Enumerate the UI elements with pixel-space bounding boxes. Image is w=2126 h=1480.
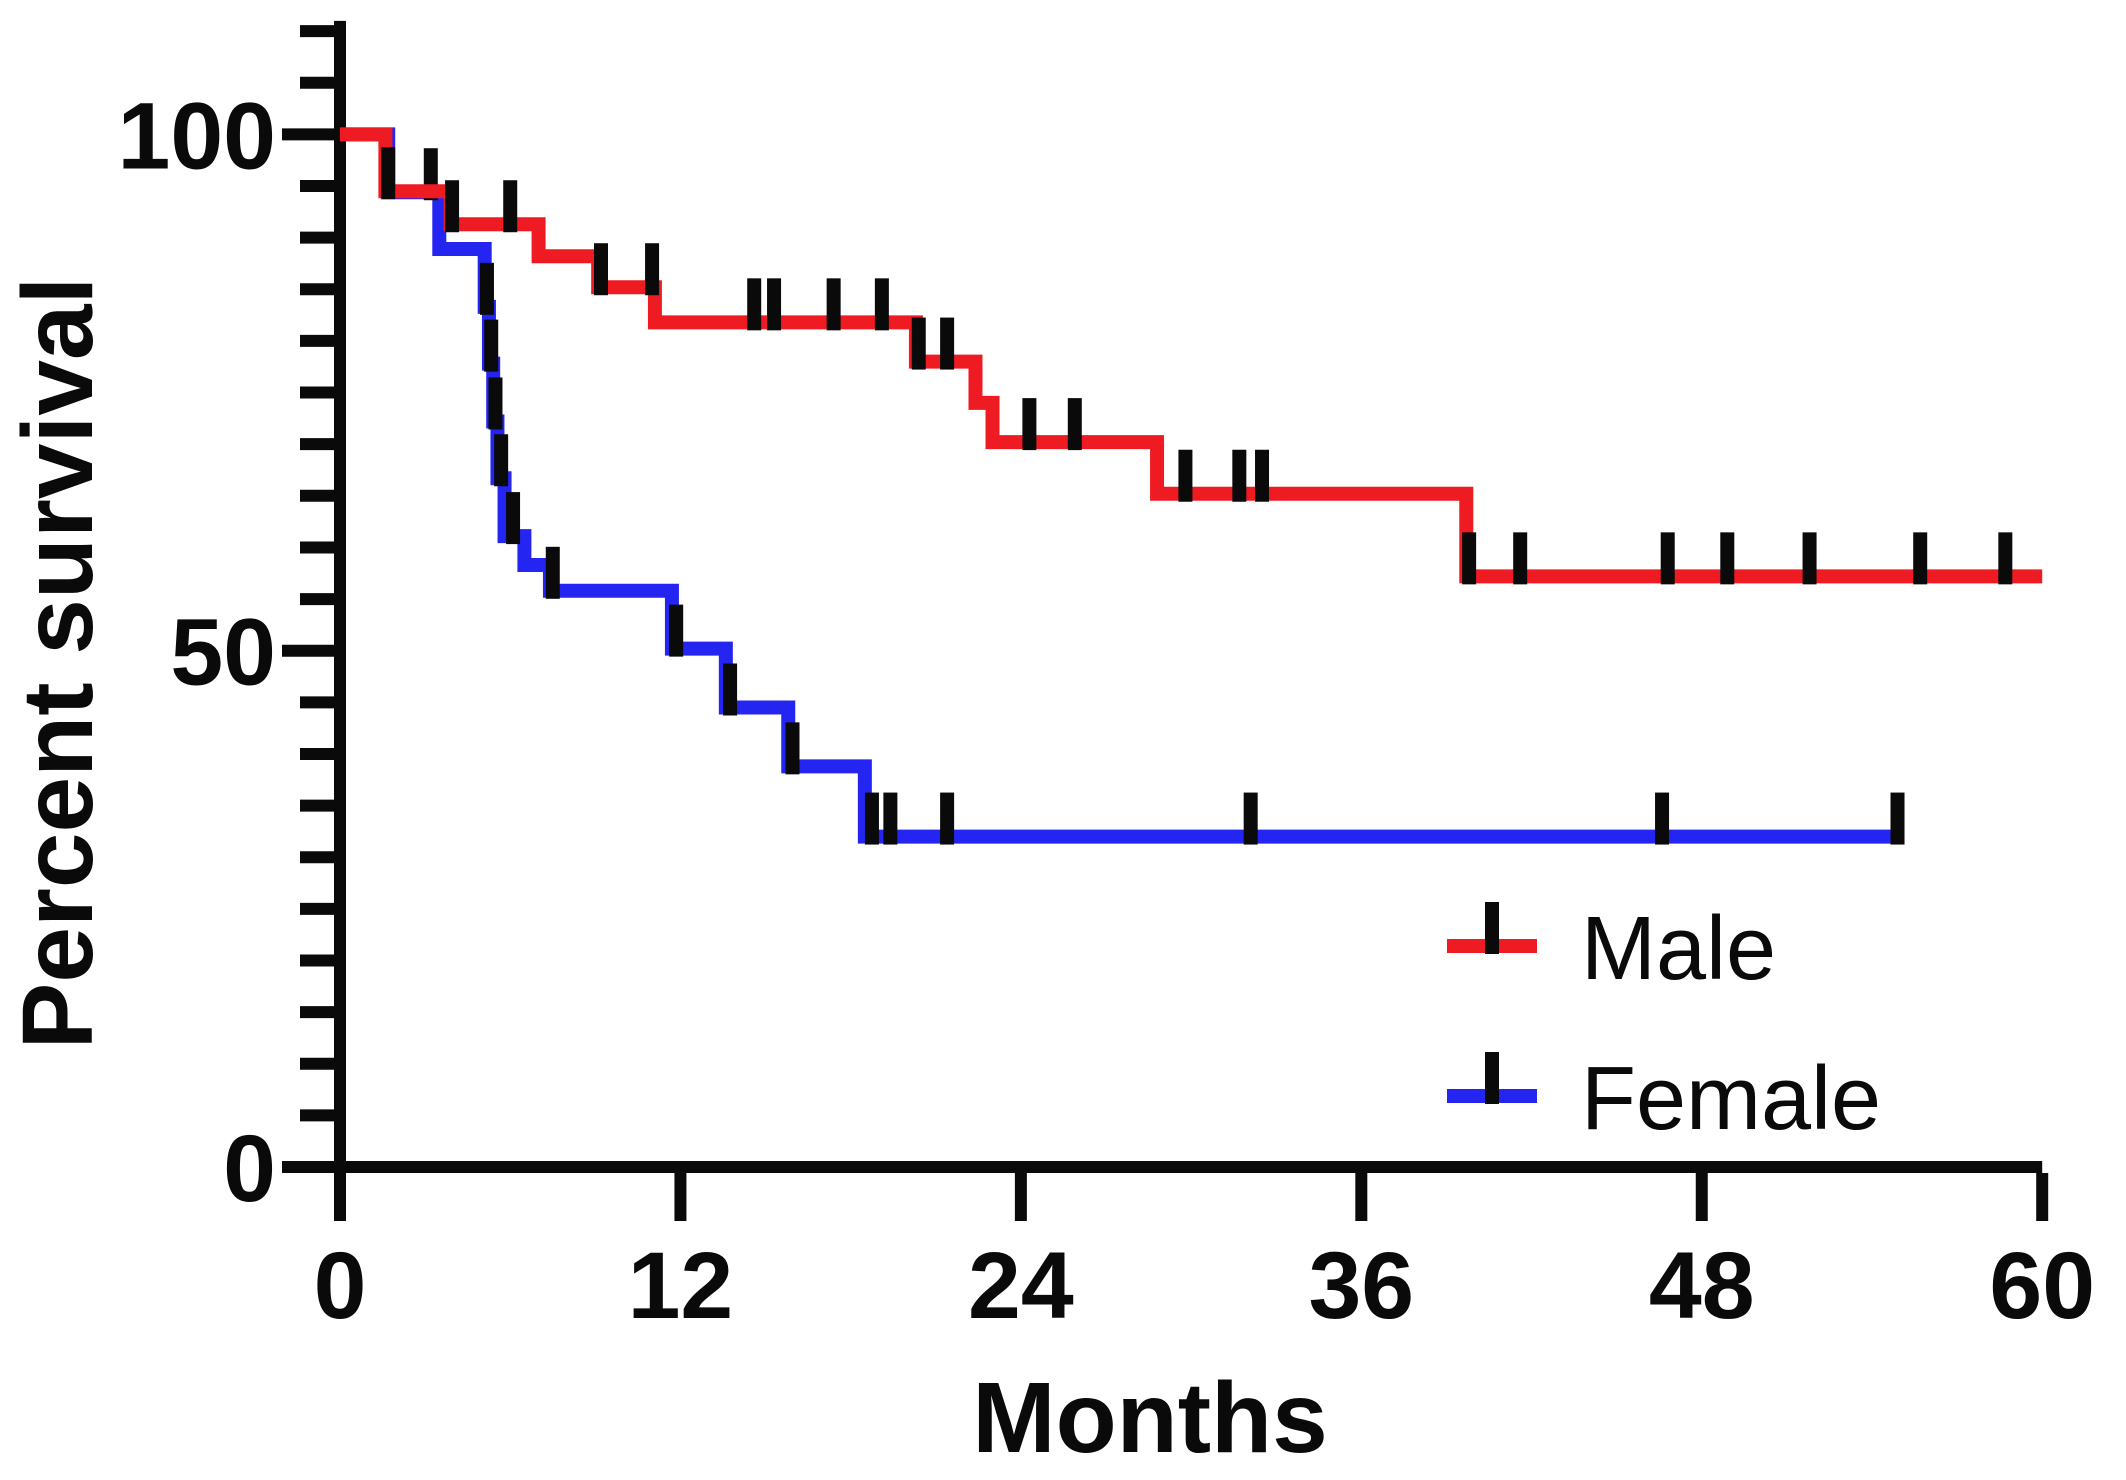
legend-label-male: Male	[1581, 899, 1776, 999]
male-censor-tick	[874, 278, 889, 331]
male-censor-tick	[1067, 398, 1082, 451]
legend: Male Female	[1447, 899, 1881, 1149]
male-censor-tick	[1462, 532, 1477, 585]
female-censor-tick	[545, 546, 560, 599]
survival-curves	[340, 127, 2043, 845]
male-censor-tick	[940, 317, 955, 370]
x-tick-label: 48	[1649, 1233, 1755, 1339]
axes: 0 50 100 0 12 24 36 48 60	[117, 20, 2095, 1339]
female-censor-tick	[1655, 792, 1670, 845]
female-censor-tick	[488, 377, 503, 430]
legend-item-male: Male	[1447, 899, 1776, 999]
male-censor-tick	[1802, 532, 1817, 585]
male-censor-tick	[1720, 532, 1735, 585]
female-censor-tick	[506, 492, 521, 545]
legend-label-female: Female	[1581, 1049, 1881, 1149]
male-censor-tick	[1998, 532, 2013, 585]
female-censor-tick	[494, 434, 509, 487]
female-censor-tick	[669, 604, 684, 657]
male-censor-tick	[1660, 532, 1675, 585]
female-censor-tick	[785, 722, 800, 775]
male-censor-tick	[826, 278, 841, 331]
female-curve	[340, 127, 1901, 844]
male-censor-tick	[503, 180, 518, 233]
male-censor-tick	[1913, 532, 1928, 585]
male-censor-tick	[911, 317, 926, 370]
x-tick-label: 60	[1989, 1233, 2095, 1339]
male-censor-tick	[381, 147, 396, 200]
male-censor-tick	[1022, 398, 1037, 451]
y-axis-title: Percent survival	[2, 277, 114, 1050]
male-censor-tick	[1232, 449, 1247, 502]
female-censor-tick	[1890, 792, 1905, 845]
female-censor-tick	[1243, 792, 1258, 845]
male-censor-tick	[445, 180, 460, 233]
female-censor-tick	[940, 792, 955, 845]
female-censor-tick	[723, 663, 738, 716]
y-tick-label: 100	[117, 83, 276, 189]
legend-item-female: Female	[1447, 1049, 1881, 1149]
male-censor-tick	[594, 243, 609, 296]
x-tick-label: 36	[1308, 1233, 1414, 1339]
male-censor-tick	[1178, 449, 1193, 502]
male-curve	[340, 127, 2043, 584]
legend-censor-glyph	[1485, 902, 1499, 954]
male-censor-tick	[645, 243, 660, 296]
female-censor-tick	[479, 262, 494, 315]
male-censor-tick	[747, 278, 762, 331]
female-censor-tick	[484, 319, 499, 372]
female-censor-tick	[864, 792, 879, 845]
legend-censor-glyph	[1485, 1052, 1499, 1104]
x-axis-title: Months	[972, 1362, 1327, 1474]
x-tick-label: 0	[314, 1233, 367, 1339]
y-tick-label: 0	[223, 1116, 276, 1222]
male-censor-tick	[767, 278, 782, 331]
x-tick-label: 12	[628, 1233, 734, 1339]
male-censor-tick	[1255, 449, 1270, 502]
female-censor-tick	[883, 792, 898, 845]
x-tick-label: 24	[968, 1233, 1074, 1339]
y-tick-label: 50	[170, 600, 276, 706]
male-censor-tick	[1513, 532, 1528, 585]
